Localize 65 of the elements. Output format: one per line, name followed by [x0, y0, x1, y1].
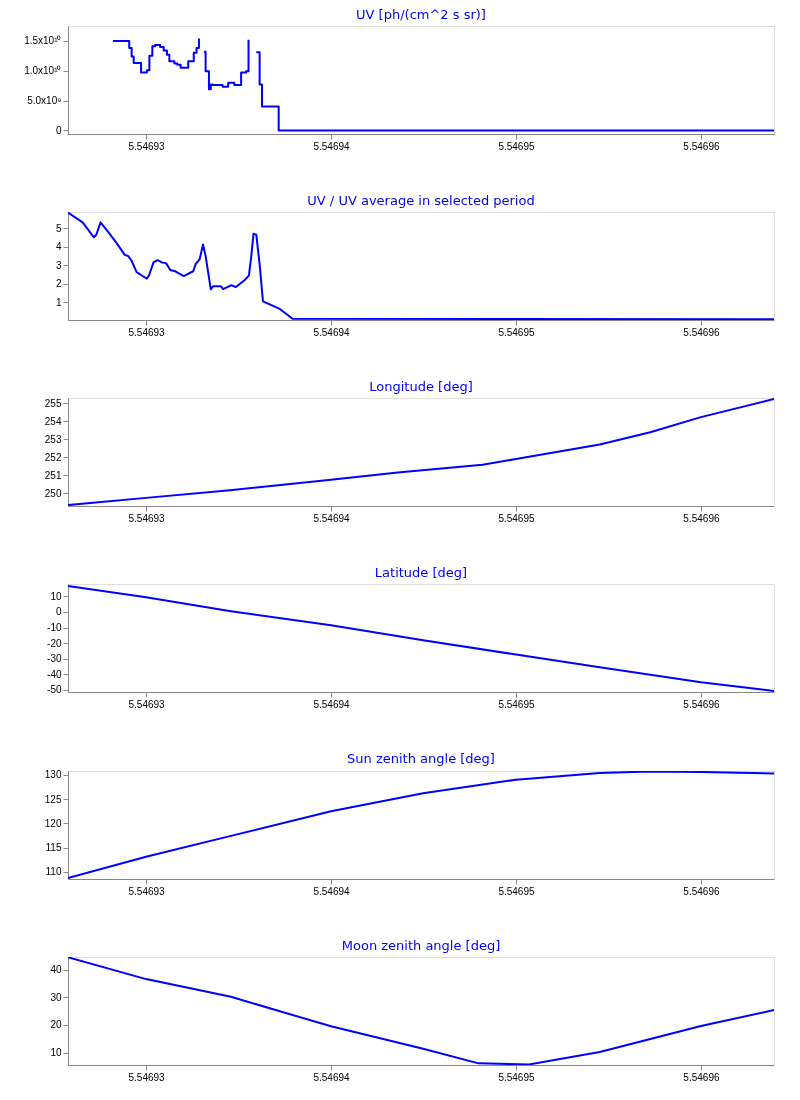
x-tick-label: 5.54695	[498, 512, 535, 524]
y-tick-label: 251	[44, 469, 62, 481]
y-tick-label: -20	[47, 637, 62, 649]
y-tick-label: 250	[44, 487, 62, 499]
x-tick-label: 5.54696	[683, 512, 720, 524]
x-tick-label: 5.54693	[128, 512, 166, 524]
x-tick-label: 5.54696	[683, 1071, 720, 1083]
y-tick-label: -10	[47, 622, 62, 634]
x-tick-label: 5.54696	[683, 885, 720, 897]
y-tick-label: -50	[47, 684, 62, 696]
y-tick-label: 30	[50, 991, 62, 1003]
line-series	[68, 771, 774, 879]
y-tick-label: 20	[50, 1019, 62, 1031]
x-tick-label: 5.54694	[313, 512, 351, 524]
y-tick-label: 3	[55, 259, 62, 271]
x-tick-label: 5.54696	[683, 698, 720, 710]
x-tick-label: 5.54695	[498, 698, 535, 710]
line-series	[68, 212, 774, 320]
x-tick-label: 5.54695	[498, 885, 535, 897]
x-tick-label: 5.54695	[498, 326, 535, 338]
x-tick-label: 5.54694	[313, 1071, 351, 1083]
y-tick-label: 0	[55, 124, 62, 136]
x-tick-label: 5.54696	[683, 326, 720, 338]
chart-title: Sun zenith angle [deg]	[347, 750, 495, 766]
chart-title: UV [ph/(cm^2 s sr)]	[356, 7, 486, 22]
x-tick-label: 5.54694	[313, 326, 351, 338]
y-tick-label: 5	[55, 222, 62, 234]
y-tick-label: 0	[55, 606, 62, 618]
y-tick-label: 252	[44, 451, 62, 463]
y-tick-label: 10	[50, 1047, 62, 1059]
y-tick-label: 253	[44, 433, 62, 445]
y-tick-label: 5.0x10⁹	[27, 95, 62, 107]
y-tick-label: -40	[47, 668, 62, 680]
y-tick-label: 1.0x10¹⁰	[24, 65, 62, 77]
y-tick-label: 1	[55, 296, 62, 308]
y-tick-label: 254	[44, 415, 62, 427]
y-tick-label: 110	[45, 866, 62, 878]
y-tick-label: 1.5x10¹⁰	[24, 35, 62, 47]
chart-title: UV / UV average in selected period	[307, 193, 535, 208]
x-tick-label: 5.54694	[313, 140, 351, 152]
x-tick-label: 5.54693	[128, 885, 166, 897]
chart-title: Longitude [deg]	[369, 379, 473, 394]
y-tick-label: -30	[47, 653, 62, 665]
x-tick-label: 5.54693	[128, 326, 166, 338]
x-tick-label: 5.54693	[128, 1071, 166, 1083]
y-tick-label: 130	[44, 769, 62, 781]
y-tick-label: 115	[45, 842, 62, 854]
y-tick-label: 120	[44, 817, 62, 829]
y-tick-label: 10	[50, 590, 62, 602]
chart-title: Moon zenith angle [deg]	[341, 938, 501, 953]
x-tick-label: 5.54694	[313, 885, 351, 897]
x-tick-label: 5.54695	[498, 1071, 535, 1083]
x-tick-label: 5.54695	[498, 140, 535, 152]
y-tick-label: 40	[50, 964, 62, 976]
y-tick-label: 255	[44, 397, 62, 409]
y-tick-label: 2	[55, 278, 62, 290]
line-series	[68, 957, 774, 1065]
y-tick-label: 4	[55, 241, 62, 253]
x-tick-label: 5.54696	[683, 140, 720, 152]
x-tick-label: 5.54693	[128, 698, 166, 710]
chart-title: Latitude [deg]	[374, 565, 468, 580]
y-tick-label: 125	[44, 793, 62, 805]
x-tick-label: 5.54694	[313, 698, 351, 710]
line-series	[68, 398, 774, 506]
x-tick-label: 5.54693	[128, 140, 166, 152]
